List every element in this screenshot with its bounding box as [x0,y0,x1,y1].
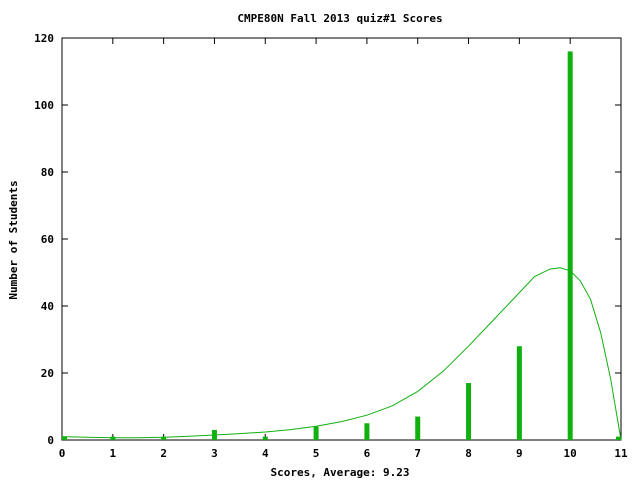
x-tick-label: 6 [364,447,371,460]
bar [516,346,522,440]
x-tick-label: 8 [465,447,472,460]
y-axis-label: Number of Students [7,180,20,299]
y-tick-label: 120 [34,32,54,45]
x-tick-label: 4 [262,447,269,460]
x-tick-label: 7 [414,447,421,460]
x-axis-ticks: 0 1 2 3 4 5 6 7 8 9 10 11 [59,38,628,460]
bar [364,423,370,440]
y-tick-label: 60 [41,233,54,246]
x-tick-label: 9 [516,447,523,460]
y-tick-label: 40 [41,300,54,313]
bar [567,51,573,441]
bar [313,426,319,440]
x-tick-label: 10 [564,447,577,460]
bar [161,436,167,440]
chart-title: CMPE80N Fall 2013 quiz#1 Scores [237,12,442,25]
y-tick-label: 20 [41,367,54,380]
distribution-curve [61,267,622,441]
x-tick-label: 1 [110,447,117,460]
bar [415,416,421,440]
bar [62,436,67,440]
bar-series [62,51,621,441]
x-tick-label: 2 [160,447,167,460]
bar [466,383,472,440]
bar [110,436,116,440]
x-axis-label: Scores, Average: 9.23 [270,466,409,479]
x-tick-label: 11 [614,447,628,460]
y-tick-label: 0 [47,434,54,447]
y-axis-ticks: 0 20 40 60 80 100 120 [34,32,621,447]
y-tick-label: 80 [41,166,54,179]
bar [262,436,268,440]
axes [61,37,622,441]
x-tick-label: 5 [313,447,320,460]
plot-frame [61,37,622,441]
y-tick-label: 100 [34,99,54,112]
x-tick-label: 0 [59,447,66,460]
x-tick-label: 3 [211,447,218,460]
curve-series [61,267,622,441]
bar [616,436,621,440]
